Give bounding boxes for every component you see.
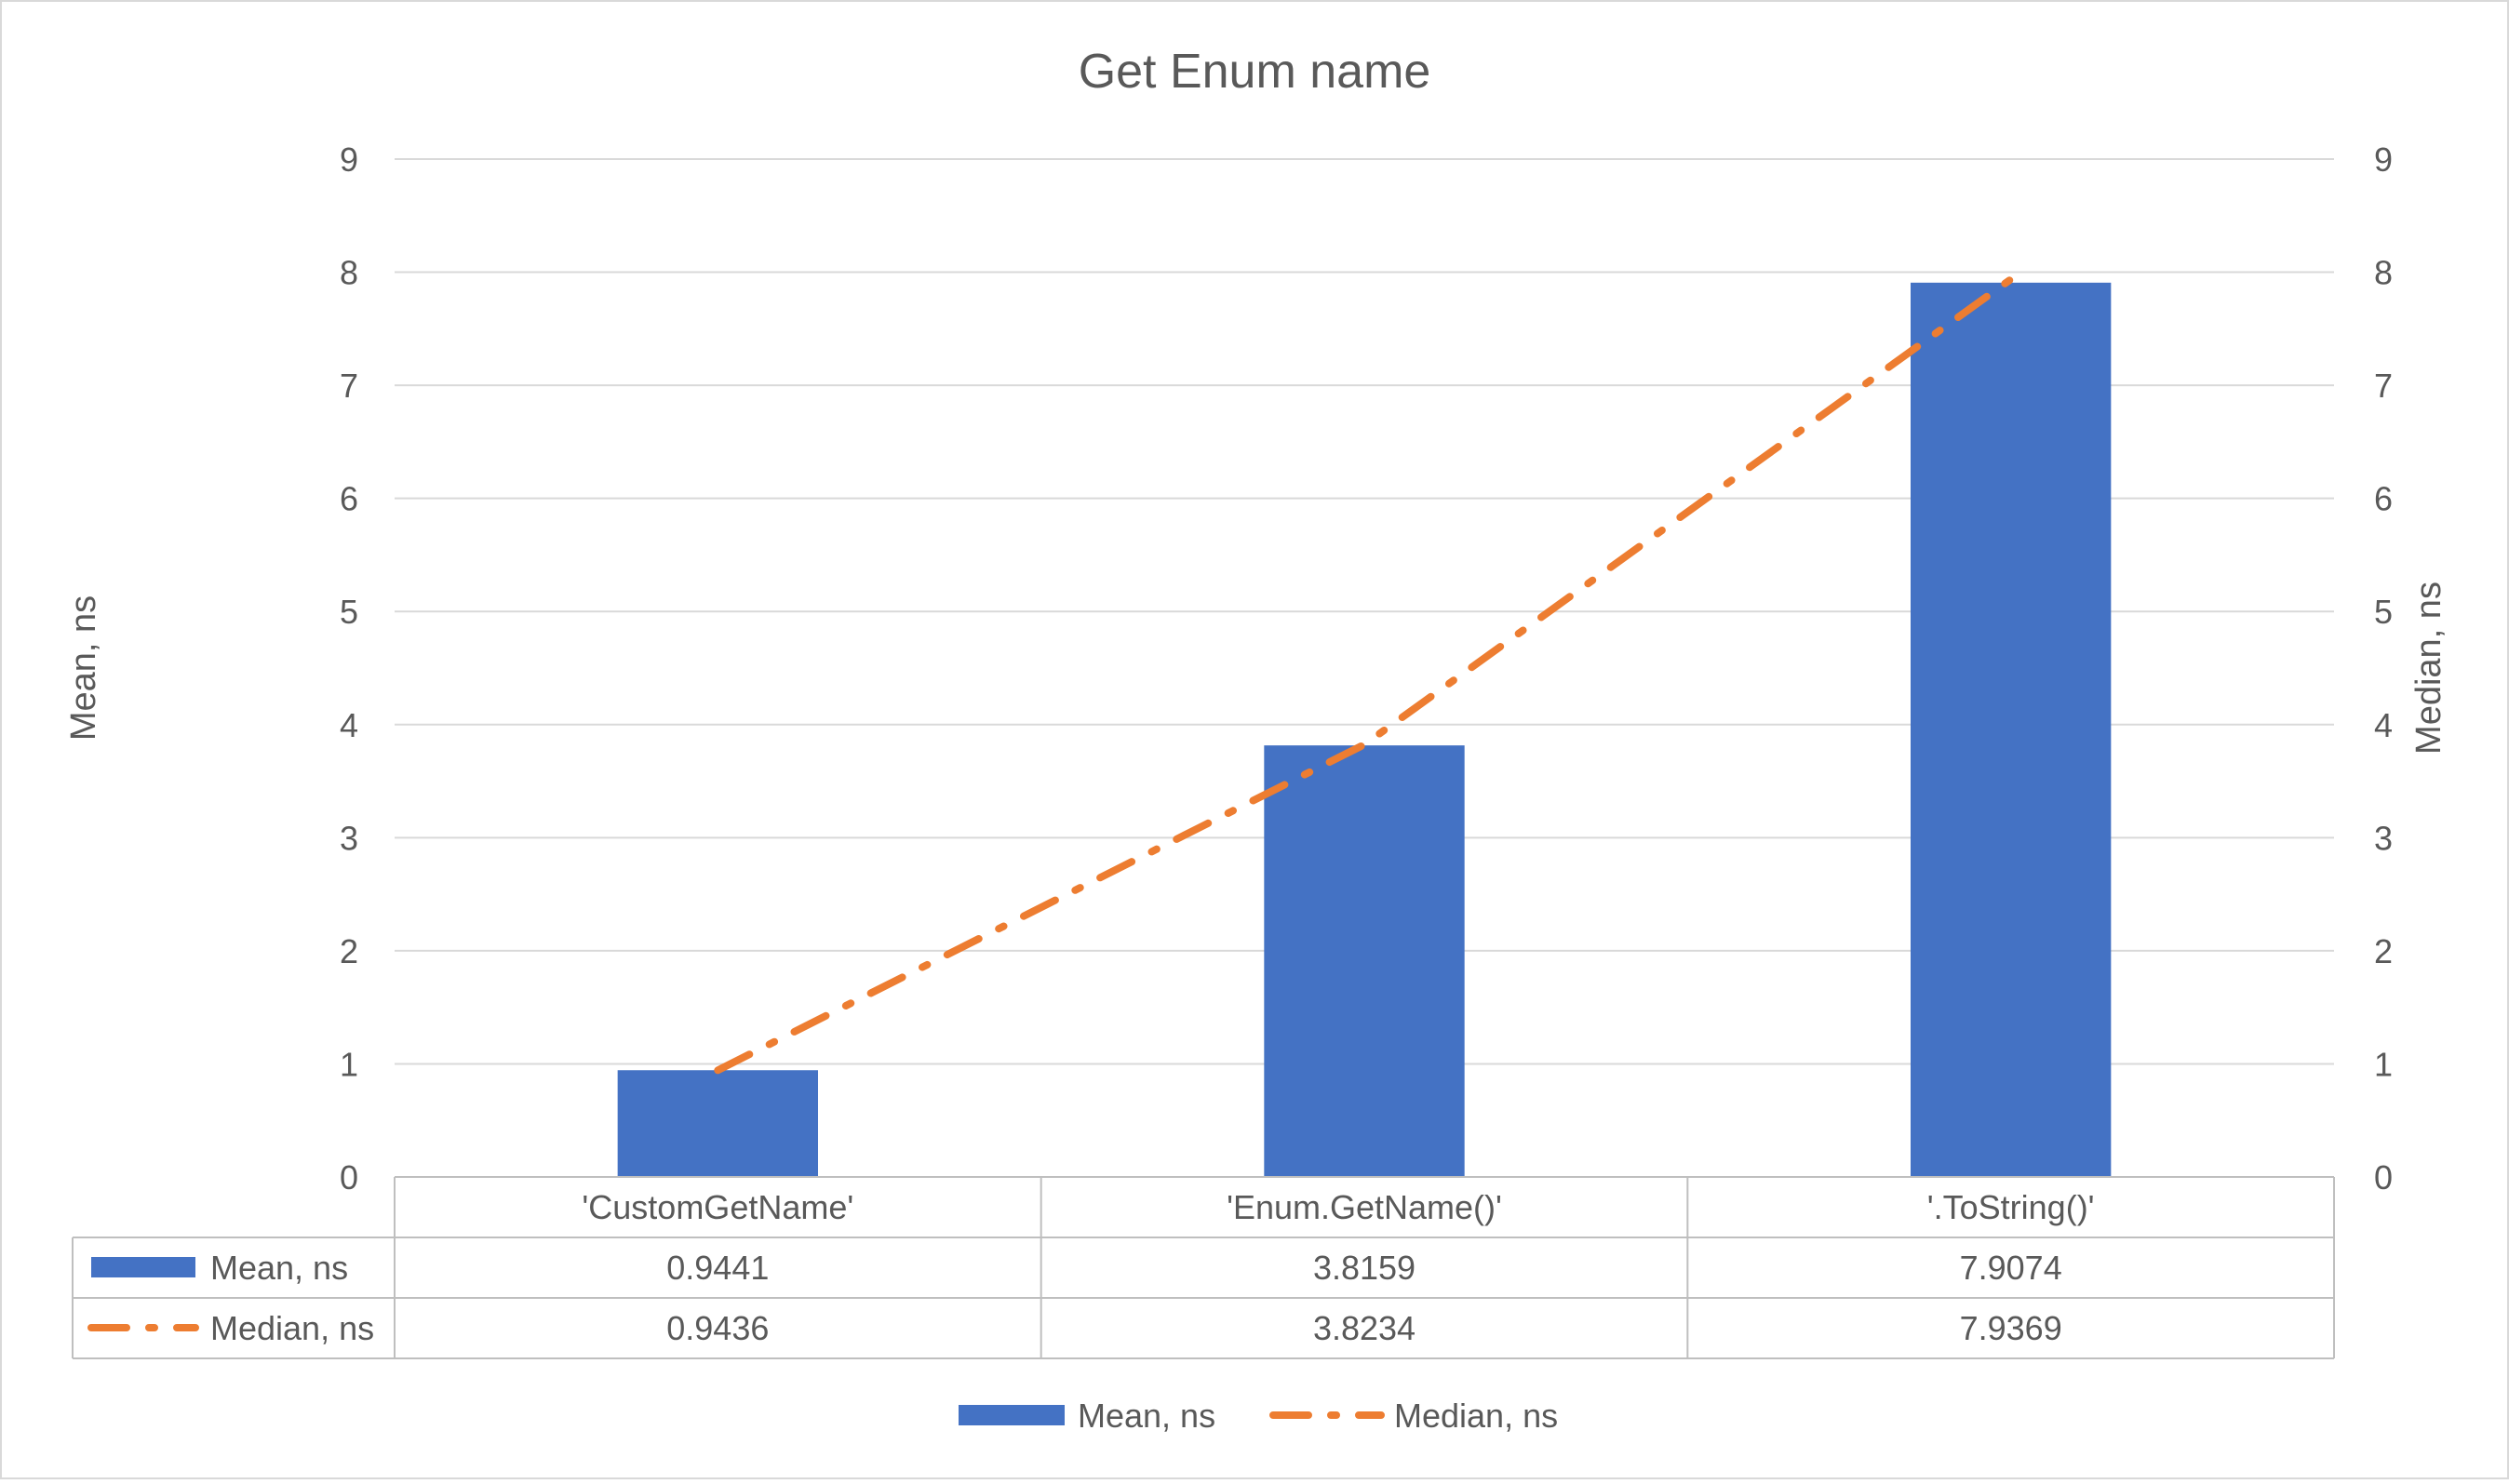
- table-value: 3.8159: [1313, 1249, 1416, 1287]
- y2-tick-label: 8: [2374, 254, 2393, 292]
- y-tick-label: 0: [340, 1158, 358, 1197]
- table-value: 3.8234: [1313, 1309, 1416, 1347]
- y-tick-label: 8: [340, 254, 358, 292]
- table-value: 7.9369: [1960, 1309, 2062, 1347]
- y2-tick-label: 5: [2374, 593, 2393, 631]
- legend-key-mean: [959, 1405, 1065, 1425]
- y2-tick-label: 6: [2374, 480, 2393, 518]
- y-tick-label: 9: [340, 140, 358, 179]
- y2-axis-title: Median, ns: [2409, 582, 2449, 755]
- table-series-name: Median, ns: [210, 1309, 374, 1347]
- y-tick-label: 1: [340, 1045, 358, 1083]
- y-tick-label: 6: [340, 480, 358, 518]
- y2-tick-label: 0: [2374, 1158, 2393, 1197]
- table-series-name: Mean, ns: [210, 1249, 348, 1287]
- table-value: 0.9436: [666, 1309, 769, 1347]
- y-tick-label: 5: [340, 593, 358, 631]
- y2-tick-label: 7: [2374, 367, 2393, 405]
- y-tick-label: 3: [340, 819, 358, 857]
- table-legend-key-mean: [91, 1257, 195, 1277]
- y-tick-label: 2: [340, 932, 358, 970]
- y2-tick-label: 1: [2374, 1045, 2393, 1083]
- y2-tick-label: 4: [2374, 706, 2393, 744]
- y2-tick-label: 9: [2374, 140, 2393, 179]
- chart-title: Get Enum name: [1079, 45, 1431, 99]
- y-tick-label: 7: [340, 367, 358, 405]
- y-axis-title: Mean, ns: [64, 595, 103, 741]
- legend-label-mean: Mean, ns: [1078, 1397, 1215, 1435]
- table-value: 7.9074: [1960, 1249, 2062, 1287]
- bar: [1264, 745, 1464, 1177]
- table-value: 0.9441: [666, 1249, 769, 1287]
- y2-tick-label: 3: [2374, 819, 2393, 857]
- y2-tick-label: 2: [2374, 932, 2393, 970]
- x-category-label: 'Enum.GetName()': [1227, 1188, 1502, 1226]
- bar: [1911, 283, 2111, 1177]
- legend-label-median: Median, ns: [1394, 1397, 1558, 1435]
- bar: [618, 1070, 818, 1177]
- y-tick-label: 4: [340, 706, 358, 744]
- x-category-label: 'CustomGetName': [582, 1188, 853, 1226]
- x-category-label: '.ToString()': [1927, 1188, 2095, 1226]
